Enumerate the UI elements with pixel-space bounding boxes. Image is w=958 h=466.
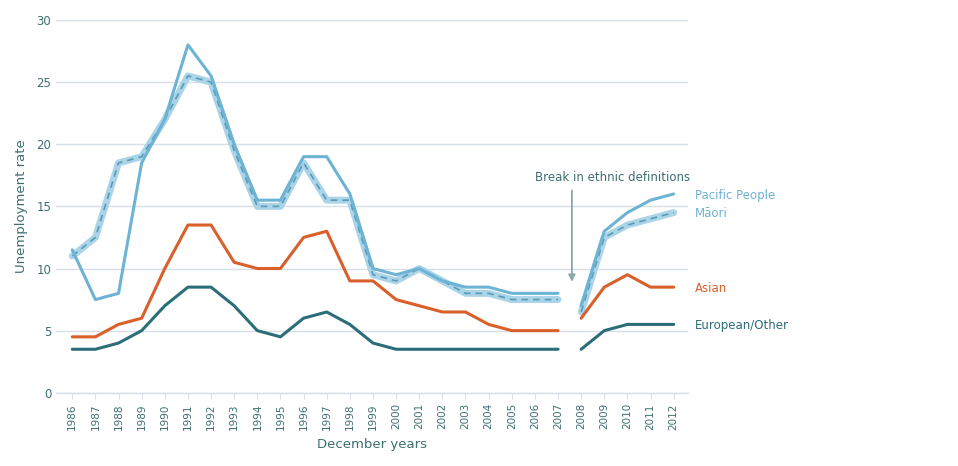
Text: Break in ethnic definitions: Break in ethnic definitions <box>535 171 690 184</box>
Text: European/Other: European/Other <box>695 319 788 332</box>
Text: Māori: Māori <box>695 207 727 220</box>
Text: Pacific People: Pacific People <box>695 189 775 202</box>
X-axis label: December years: December years <box>317 438 427 451</box>
Y-axis label: Unemployment rate: Unemployment rate <box>15 139 28 273</box>
Text: Asian: Asian <box>695 282 727 295</box>
